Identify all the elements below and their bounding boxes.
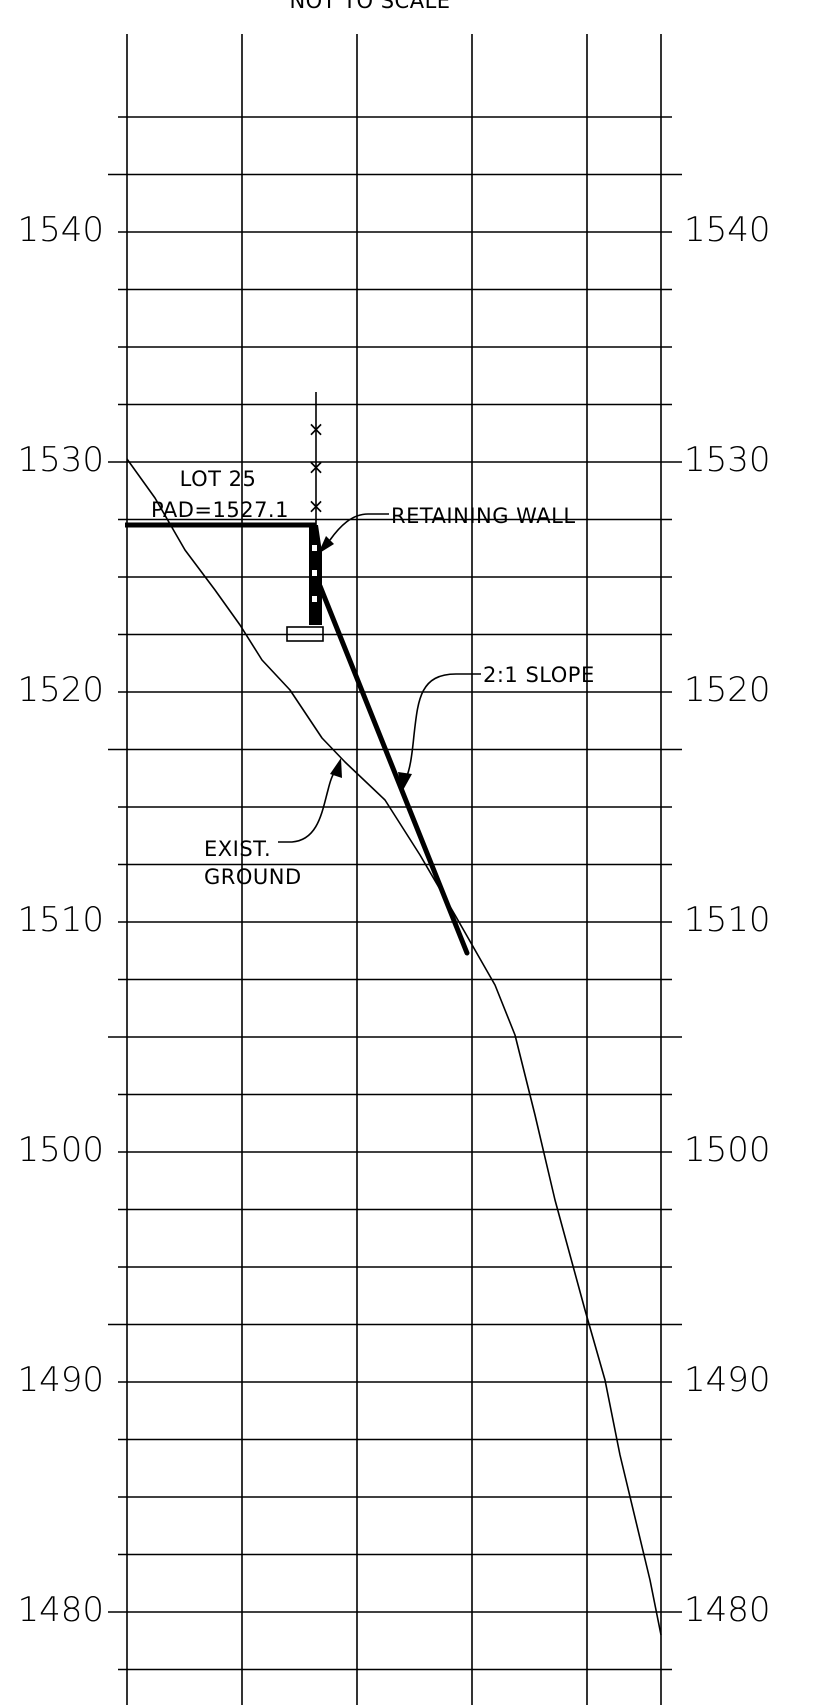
pad-elevation-label: PAD=1527.1 xyxy=(151,498,289,522)
slope-line xyxy=(317,583,470,956)
retaining-wall-gap-2 xyxy=(312,570,317,576)
fence-mark-2: × xyxy=(308,455,325,479)
grid-vertical-lines xyxy=(126,34,662,1705)
retaining-wall-label: RETAINING WALL xyxy=(391,504,576,528)
slope-arrow-head xyxy=(398,772,412,792)
exist-ground-arrow-head xyxy=(330,758,342,778)
fence-mark-3: × xyxy=(308,494,325,518)
retaining-wall-footing xyxy=(286,626,324,642)
elevation-label-1480-right: 1480 xyxy=(684,1590,771,1630)
elevation-label-1530-left: 1530 xyxy=(17,440,104,480)
scale-note: NOT TO SCALE xyxy=(289,0,450,13)
elevation-label-1510-right: 1510 xyxy=(684,900,771,940)
retaining-wall xyxy=(286,525,324,642)
grid xyxy=(108,34,682,1705)
slope-label: 2:1 SLOPE xyxy=(483,663,595,687)
retaining-wall-gap-1 xyxy=(312,545,317,551)
retaining-wall-arrow-head xyxy=(318,536,334,554)
exist-ground-leader xyxy=(278,769,337,843)
elevation-labels-left: 1540 1530 1520 1510 1500 1490 1480 xyxy=(17,210,104,1630)
elevation-label-1500-right: 1500 xyxy=(684,1130,771,1170)
elevation-label-1540-left: 1540 xyxy=(17,210,104,250)
slope-callout: 2:1 SLOPE xyxy=(398,663,595,792)
retaining-wall-leader xyxy=(329,513,389,541)
existing-ground-line xyxy=(126,458,662,1636)
elevation-label-1480-left: 1480 xyxy=(17,1590,104,1630)
elevation-label-1490-right: 1490 xyxy=(684,1360,771,1400)
retaining-wall-callout: RETAINING WALL xyxy=(318,504,576,554)
elevation-label-1540-right: 1540 xyxy=(684,210,771,250)
fence: × × × xyxy=(308,392,325,525)
grid-horizontal-lines xyxy=(108,116,682,1671)
elevation-label-1530-right: 1530 xyxy=(684,440,771,480)
elevation-label-1520-left: 1520 xyxy=(17,670,104,710)
fence-mark-1: × xyxy=(308,417,325,441)
elevation-label-1520-right: 1520 xyxy=(684,670,771,710)
slope-leader xyxy=(405,673,481,779)
retaining-wall-gap-3 xyxy=(312,596,317,602)
exist-ground-callout: EXIST. GROUND xyxy=(204,758,342,889)
elevation-label-1510-left: 1510 xyxy=(17,900,104,940)
exist-ground-label-line-2: GROUND xyxy=(204,865,302,889)
lot-label: LOT 25 xyxy=(180,467,257,491)
elevation-label-1490-left: 1490 xyxy=(17,1360,104,1400)
elevation-labels-right: 1540 1530 1520 1510 1500 1490 1480 xyxy=(684,210,771,1630)
exist-ground-label-line-1: EXIST. xyxy=(204,837,271,861)
elevation-label-1500-left: 1500 xyxy=(17,1130,104,1170)
